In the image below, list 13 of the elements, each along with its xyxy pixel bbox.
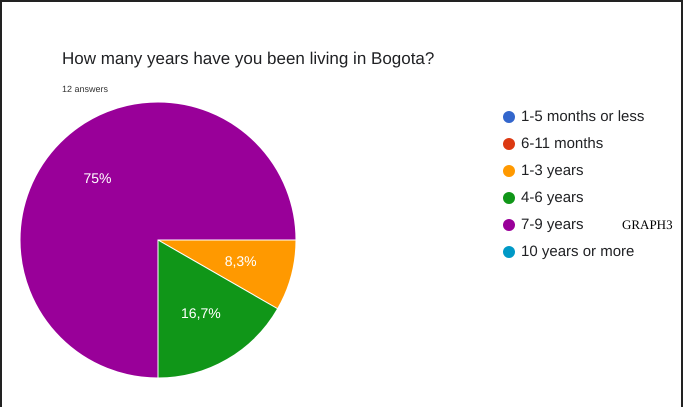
data-label: 75% — [83, 170, 112, 186]
legend-label: 7-9 years — [521, 216, 584, 233]
chart-subtitle: 12 answers — [62, 84, 109, 94]
legend-label: 10 years or more — [521, 242, 634, 260]
legend-label: 6-11 months — [521, 134, 604, 152]
data-label: 16,7% — [181, 304, 221, 321]
legend-label: 1-3 years — [521, 162, 584, 179]
legend-label: 1-5 months or less — [521, 108, 644, 125]
pie-slice — [20, 102, 296, 378]
data-label: 8,3% — [224, 252, 257, 269]
legend-label: 4-6 years — [521, 188, 584, 206]
chart-title: How many years have you been living in Bogota? — [62, 49, 434, 68]
caption: GRAPH3 — [622, 216, 673, 232]
